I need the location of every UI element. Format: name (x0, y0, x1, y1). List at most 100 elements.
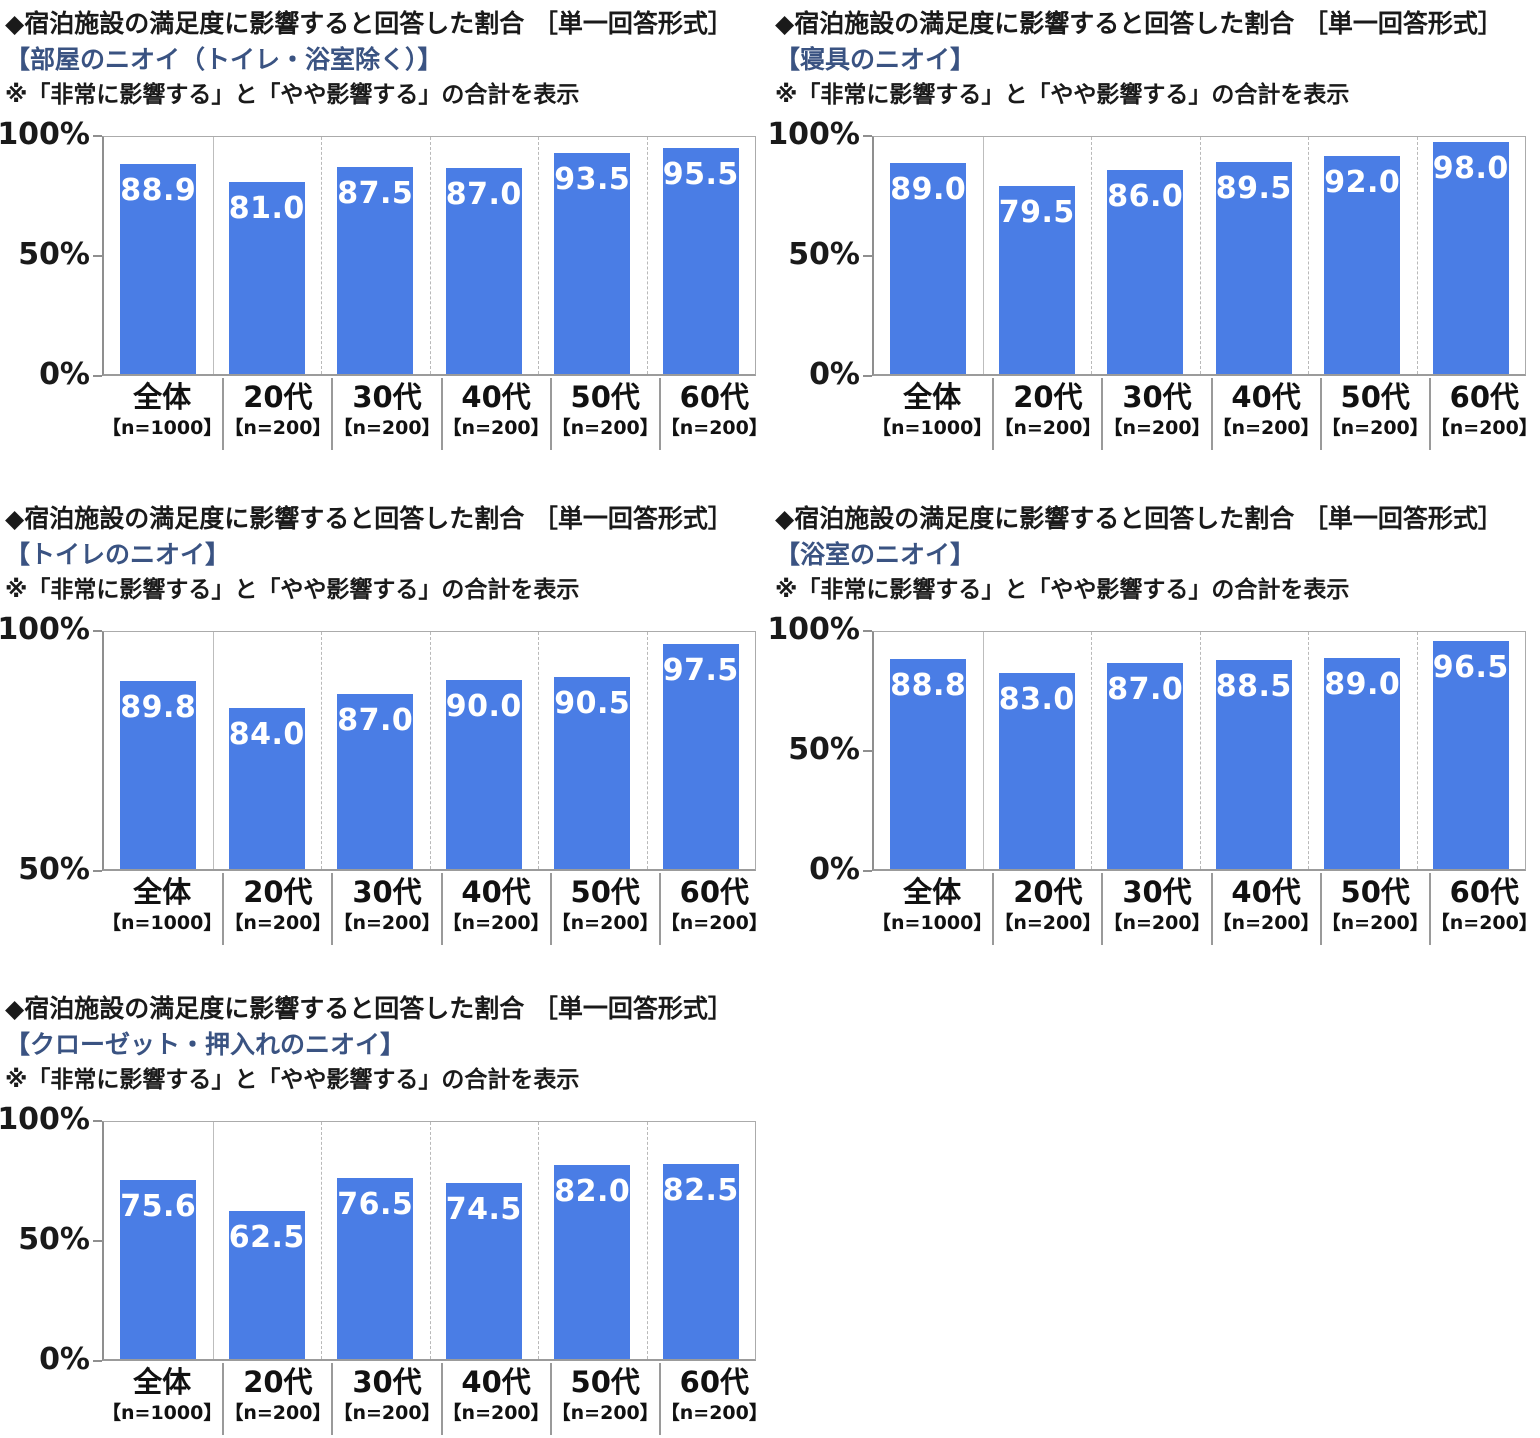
x-axis-category: 40代 【n=200】 (1210, 378, 1320, 451)
category-label: 全体 (133, 875, 192, 910)
bar-value-label: 90.5 (554, 686, 631, 722)
plot-area-wrapper: 88.8 83.0 87.0 88.5 89.0 96.5 100% 50% 0% (767, 612, 1526, 887)
bar-60代: 97.5 (662, 644, 739, 870)
y-axis-tick-label: 50% (18, 237, 90, 272)
bar-40代: 74.5 (445, 1182, 522, 1360)
bar-60代: 82.5 (662, 1163, 739, 1360)
y-axis-tick-label: 0% (39, 357, 90, 392)
y-axis-tick-label: 100% (767, 117, 860, 152)
category-separator-gridline (1091, 632, 1092, 870)
bar-value-label: 84.0 (228, 717, 305, 753)
category-separator-gridline (1091, 137, 1092, 375)
x-axis-category: 20代 【n=200】 (222, 873, 331, 946)
bar-value-label: 82.5 (662, 1172, 739, 1208)
category-separator-gridline (321, 632, 322, 870)
category-label: 50代 (570, 1365, 640, 1400)
x-axis-category: 30代 【n=200】 (331, 378, 441, 451)
y-axis-tick-label: 50% (788, 237, 860, 272)
bar-全体: 88.9 (120, 163, 197, 375)
category-n-label: 【n=200】 (442, 1402, 550, 1425)
category-separator-gridline (1199, 632, 1201, 870)
category-n-label: 【n=200】 (333, 417, 441, 440)
chart-bedding-odor: ◆宿泊施設の満足度に影響すると回答した割合 ［単一回答形式］ 【寝具のニオイ】 … (767, 0, 1540, 495)
bar-40代: 87.0 (445, 168, 522, 375)
category-label: 全体 (903, 380, 962, 415)
chart-room-odor: ◆宿泊施設の満足度に影響すると回答した割合 ［単一回答形式］ 【部屋のニオイ（ト… (0, 0, 770, 495)
bar-20代: 62.5 (228, 1211, 305, 1360)
y-axis-tick-label: 100% (0, 612, 90, 647)
x-axis-labels: 全体 【n=1000】 20代 【n=200】 30代 【n=200】 40代 【n=200】… (102, 378, 768, 451)
category-separator-gridline (646, 1122, 648, 1360)
category-n-label: 【n=200】 (994, 417, 1102, 440)
y-axis-tick-mark (93, 630, 102, 633)
y-axis-tick-mark (93, 135, 102, 138)
bar-value-label: 88.9 (120, 172, 197, 208)
y-axis-tick-label: 100% (0, 1102, 90, 1137)
category-separator-gridline (538, 137, 539, 375)
bar-20代: 84.0 (228, 708, 305, 870)
plot-area: 89.8 84.0 87.0 90.0 90.5 97.5 (102, 631, 756, 872)
category-label: 全体 (133, 380, 192, 415)
x-axis-category: 60代 【n=200】 (658, 873, 768, 946)
bar-50代: 89.0 (1324, 658, 1401, 870)
bar-50代: 90.5 (554, 677, 631, 870)
category-n-label: 【n=200】 (551, 1402, 659, 1425)
bar-value-label: 90.0 (445, 688, 522, 724)
x-axis-category: 50代 【n=200】 (549, 873, 659, 946)
bar-30代: 87.0 (337, 693, 414, 870)
x-axis-category: 全体 【n=1000】 (872, 873, 992, 945)
bar-30代: 76.5 (337, 1177, 414, 1360)
bar-60代: 95.5 (662, 147, 739, 375)
category-n-label: 【n=200】 (1103, 912, 1211, 935)
category-n-label: 【n=200】 (333, 912, 441, 935)
category-n-label: 【n=1000】 (102, 1402, 223, 1425)
chart-toilet-odor: ◆宿泊施設の満足度に影響すると回答した割合 ［単一回答形式］ 【トイレのニオイ】… (0, 495, 770, 985)
chart-note: ※「非常に影響する」と「やや影響する」の合計を表示 (5, 81, 580, 108)
plot-area: 88.8 83.0 87.0 88.5 89.0 96.5 (872, 631, 1526, 872)
category-n-label: 【n=200】 (660, 1402, 768, 1425)
category-label: 60代 (1449, 380, 1519, 415)
category-separator-gridline (321, 137, 322, 375)
bar-60代: 96.5 (1432, 640, 1509, 870)
category-separator-gridline (321, 1122, 322, 1360)
chart-closet-odor: ◆宿泊施設の満足度に影響すると回答した割合 ［単一回答形式］ 【クローゼット・押… (0, 985, 770, 1438)
x-axis-category: 50代 【n=200】 (549, 378, 659, 451)
category-label: 30代 (352, 875, 422, 910)
category-label: 20代 (1013, 875, 1083, 910)
category-n-label: 【n=1000】 (872, 417, 993, 440)
y-axis-tick-mark (93, 375, 102, 378)
category-separator-gridline (212, 1122, 214, 1360)
category-separator-gridline (1308, 632, 1309, 870)
bar-30代: 87.5 (337, 166, 414, 375)
bar-40代: 90.0 (445, 679, 522, 870)
category-label: 60代 (679, 1365, 749, 1400)
bar-value-label: 89.0 (1324, 667, 1401, 703)
bar-value-label: 87.0 (1107, 672, 1184, 708)
bar-value-label: 92.0 (1324, 165, 1401, 201)
category-n-label: 【n=200】 (994, 912, 1102, 935)
category-n-label: 【n=200】 (551, 912, 659, 935)
category-n-label: 【n=200】 (224, 1402, 332, 1425)
category-n-label: 【n=200】 (1321, 417, 1429, 440)
x-axis-category: 20代 【n=200】 (992, 378, 1102, 451)
plot-area-wrapper: 88.9 81.0 87.5 87.0 93.5 95.5 100% 50% 0% (0, 117, 756, 392)
x-axis-category: 40代 【n=200】 (440, 1363, 550, 1436)
plot-area: 75.6 62.5 76.5 74.5 82.0 82.5 (102, 1121, 756, 1362)
chart-note: ※「非常に影響する」と「やや影響する」の合計を表示 (775, 576, 1350, 603)
bar-40代: 88.5 (1215, 659, 1292, 870)
category-n-label: 【n=200】 (1212, 912, 1320, 935)
chart-title: ◆宿泊施設の満足度に影響すると回答した割合 ［単一回答形式］ (5, 994, 733, 1023)
category-separator-gridline (212, 632, 214, 870)
category-n-label: 【n=1000】 (102, 912, 223, 935)
x-axis-category: 30代 【n=200】 (331, 1363, 441, 1436)
category-separator-gridline (538, 632, 539, 870)
bar-40代: 89.5 (1215, 162, 1292, 375)
bar-value-label: 74.5 (445, 1191, 522, 1227)
bar-value-label: 89.5 (1215, 171, 1292, 207)
bar-全体: 75.6 (120, 1180, 197, 1360)
category-n-label: 【n=200】 (224, 417, 332, 440)
x-axis-category: 全体 【n=1000】 (102, 873, 222, 945)
x-axis-category: 60代 【n=200】 (1428, 378, 1538, 451)
bar-value-label: 96.5 (1432, 649, 1509, 685)
